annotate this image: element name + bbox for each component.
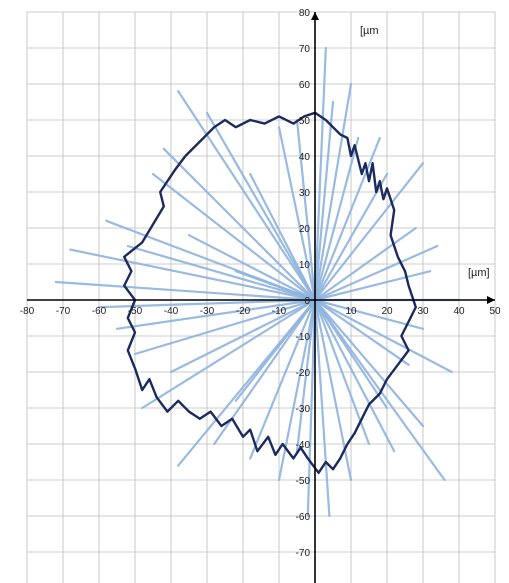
spike-ray xyxy=(313,82,353,302)
spike-ray xyxy=(313,298,410,366)
y-tick-label: -50 xyxy=(296,476,311,487)
spike-ray xyxy=(249,172,317,302)
spike-ray xyxy=(169,298,317,374)
x-tick-label: 30 xyxy=(417,306,429,317)
x-tick-label: 20 xyxy=(381,306,393,317)
x-tick-label: -40 xyxy=(164,306,179,317)
spike-ray xyxy=(141,298,317,410)
y-tick-label: 0 xyxy=(304,296,310,307)
spike-ray xyxy=(54,280,317,302)
x-tick-label: -80 xyxy=(20,306,35,317)
spike-ray xyxy=(313,136,381,302)
spike-ray xyxy=(151,172,317,302)
x-unit-label: [µm] xyxy=(468,267,490,279)
spike-ray xyxy=(115,298,317,330)
spike-ray xyxy=(313,298,453,374)
y-tick-label: 30 xyxy=(299,188,311,199)
spike-ray xyxy=(177,90,317,302)
spike-series xyxy=(54,46,461,518)
spike-ray xyxy=(277,298,317,482)
spike-ray xyxy=(313,298,425,330)
spike-ray xyxy=(205,111,317,302)
spike-ray xyxy=(313,298,446,482)
y-tick-label: 40 xyxy=(299,152,311,163)
spike-ray xyxy=(97,298,317,309)
spike-ray xyxy=(313,172,389,302)
y-tick-label: -60 xyxy=(296,512,311,523)
y-tick-label: -40 xyxy=(296,440,311,451)
spike-ray xyxy=(313,226,417,302)
spike-ray xyxy=(313,298,425,428)
y-axis-arrow xyxy=(311,12,319,20)
spike-ray xyxy=(313,298,396,453)
x-tick-label: 50 xyxy=(489,306,501,317)
spike-ray xyxy=(313,136,360,302)
x-tick-label: -20 xyxy=(236,306,251,317)
x-tick-label: 40 xyxy=(453,306,465,317)
y-tick-label: 10 xyxy=(299,260,311,271)
y-tick-label: -30 xyxy=(296,404,311,415)
y-unit-label: [µm xyxy=(360,25,379,37)
profile-series xyxy=(122,111,417,474)
spike-ray xyxy=(295,298,317,453)
axes xyxy=(27,12,495,583)
x-tick-label: -30 xyxy=(200,306,215,317)
y-tick-label: 70 xyxy=(299,44,311,55)
spike-ray xyxy=(313,298,389,410)
x-tick-label: -10 xyxy=(272,306,287,317)
spike-ray xyxy=(126,244,317,302)
spike-ray xyxy=(313,298,331,518)
profile-line xyxy=(122,111,417,474)
spike-ray xyxy=(277,126,317,302)
y-tick-label: 60 xyxy=(299,80,311,91)
grid-lines xyxy=(26,11,496,583)
spike-ray xyxy=(313,270,432,302)
spike-ray xyxy=(249,298,317,460)
x-axis-arrow xyxy=(487,296,495,304)
y-tick-label: 50 xyxy=(299,116,311,127)
spike-ray xyxy=(133,298,317,356)
spike-ray xyxy=(295,118,317,302)
y-tick-label: -20 xyxy=(296,368,311,379)
spike-ray xyxy=(162,147,317,302)
spike-ray xyxy=(313,162,425,302)
y-tick-label: 20 xyxy=(299,224,311,235)
spike-ray xyxy=(313,100,335,302)
spike-ray xyxy=(69,248,317,302)
spike-ray xyxy=(313,244,439,302)
spike-ray xyxy=(234,298,317,402)
x-tick-label: -70 xyxy=(56,306,71,317)
y-tick-label: 80 xyxy=(299,8,311,19)
spike-ray xyxy=(306,298,317,518)
y-tick-label: -10 xyxy=(296,332,311,343)
spike-ray xyxy=(313,46,327,302)
y-tick-label: -70 xyxy=(296,548,311,559)
x-tick-label: 10 xyxy=(345,306,357,317)
x-tick-label: -60 xyxy=(92,306,107,317)
x-tick-label: -50 xyxy=(128,306,143,317)
spike-ray xyxy=(187,234,317,302)
tick-labels: -80-70-60-50-40-30-20-101020304050-80-70… xyxy=(20,8,501,559)
